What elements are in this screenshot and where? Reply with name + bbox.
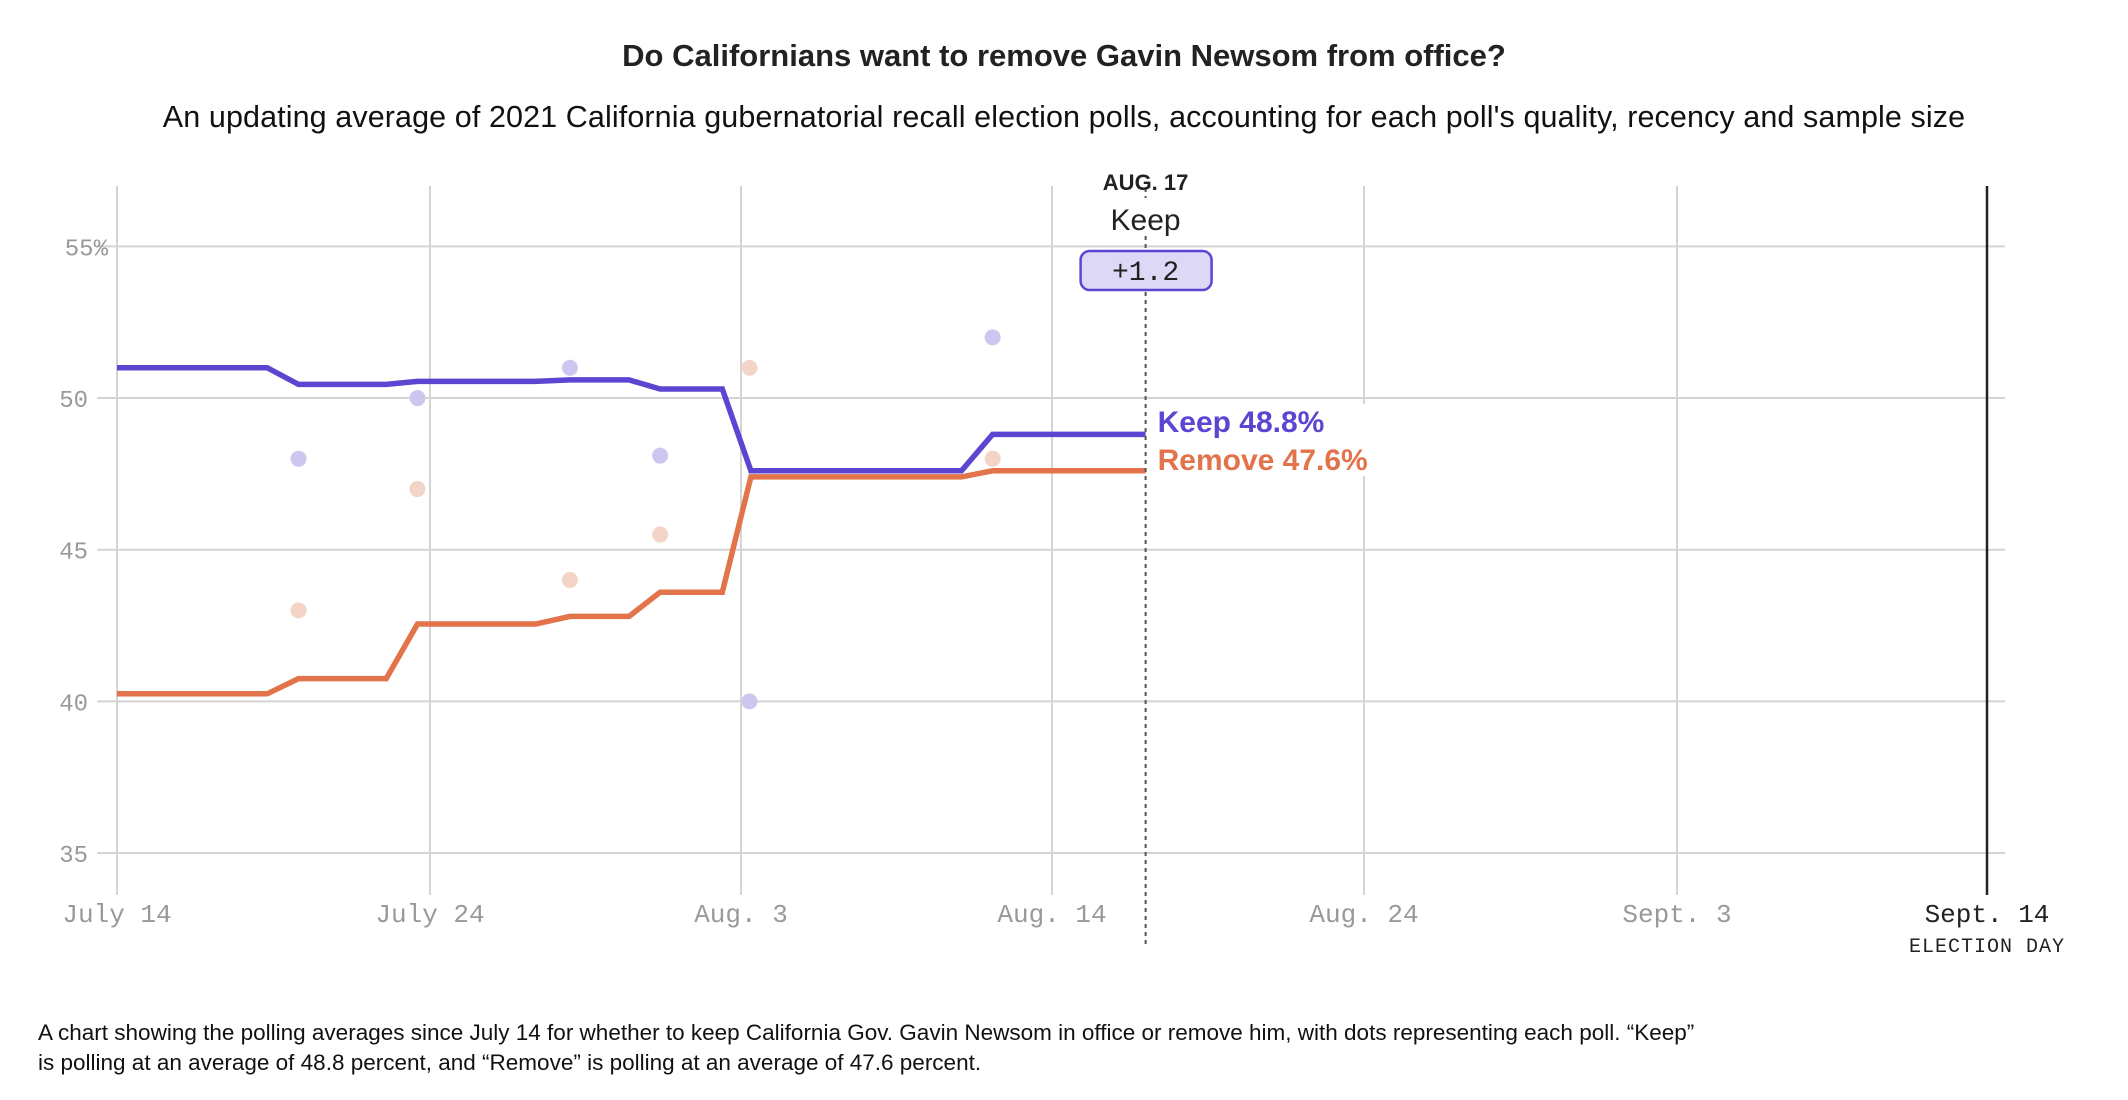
poll-dot-remove [652,526,669,543]
poll-dot-remove [984,450,1001,467]
grid-lines [97,186,2005,895]
poll-dot-keep [741,693,758,710]
chart-description-line-2: is polling at an average of 48.8 percent… [38,1050,982,1075]
y-tick-label: 35 [59,843,88,870]
hover-margin-value: +1.2 [1112,258,1179,289]
poll-dot-keep [409,390,426,407]
end-label-remove: Remove 47.6% [1158,444,1368,477]
hover-date-label: AUG. 17 [1103,170,1189,195]
x-axis-ticks: July 14 July 24 Aug. 3 Aug. 14 Aug. 24 Sept. … [62,900,2065,959]
poll-dot-keep [290,450,307,467]
end-label-keep: Keep 48.8% [1158,406,1325,439]
chart-subtitle: An updating average of 2021 California g… [162,100,1966,134]
average-line-keep [117,364,1146,474]
election-day-date-label: Sept. 14 [1925,900,2050,930]
x-tick-label: July 14 [62,900,171,930]
average-lines [117,364,1146,697]
y-tick-label: 45 [59,540,88,567]
x-tick-label: Sept. 3 [1622,900,1731,930]
poll-dots [290,329,1001,710]
poll-dot-keep [561,359,578,376]
y-tick-label: 55% [65,236,109,263]
chart-description-line-1: A chart showing the polling averages sin… [38,1020,1695,1045]
y-tick-label: 50 [59,388,88,415]
hover-leader-background [1100,198,1191,232]
y-tick-label: 40 [59,691,88,718]
poll-dot-remove [741,359,758,376]
poll-dot-remove [409,481,426,498]
hover-leader-label: Keep [1111,204,1181,237]
y-axis-ticks: 55% 50 45 40 35 [59,236,108,870]
poll-dot-keep [652,447,669,464]
x-tick-label: July 24 [375,900,484,930]
poll-dot-keep [984,329,1001,346]
hover-margin-box [1079,249,1213,292]
end-label-background [1153,404,1394,476]
x-tick-label: Aug. 24 [1309,900,1418,930]
x-tick-label: Aug. 3 [694,900,788,930]
average-line-remove [117,468,1146,697]
poll-dot-remove [290,602,307,619]
end-labels: Keep 48.8% Remove 47.6% [1153,404,1394,477]
poll-dot-remove [561,572,578,589]
chart-description: A chart showing the polling averages sin… [38,1018,2098,1078]
election-day-label: ELECTION DAY [1909,936,2065,959]
x-tick-label: Aug. 14 [997,900,1106,930]
chart-title: Do Californians want to remove Gavin New… [622,38,1506,73]
hover-annotation: AUG. 17 Keep +1.2 [1079,170,1213,947]
